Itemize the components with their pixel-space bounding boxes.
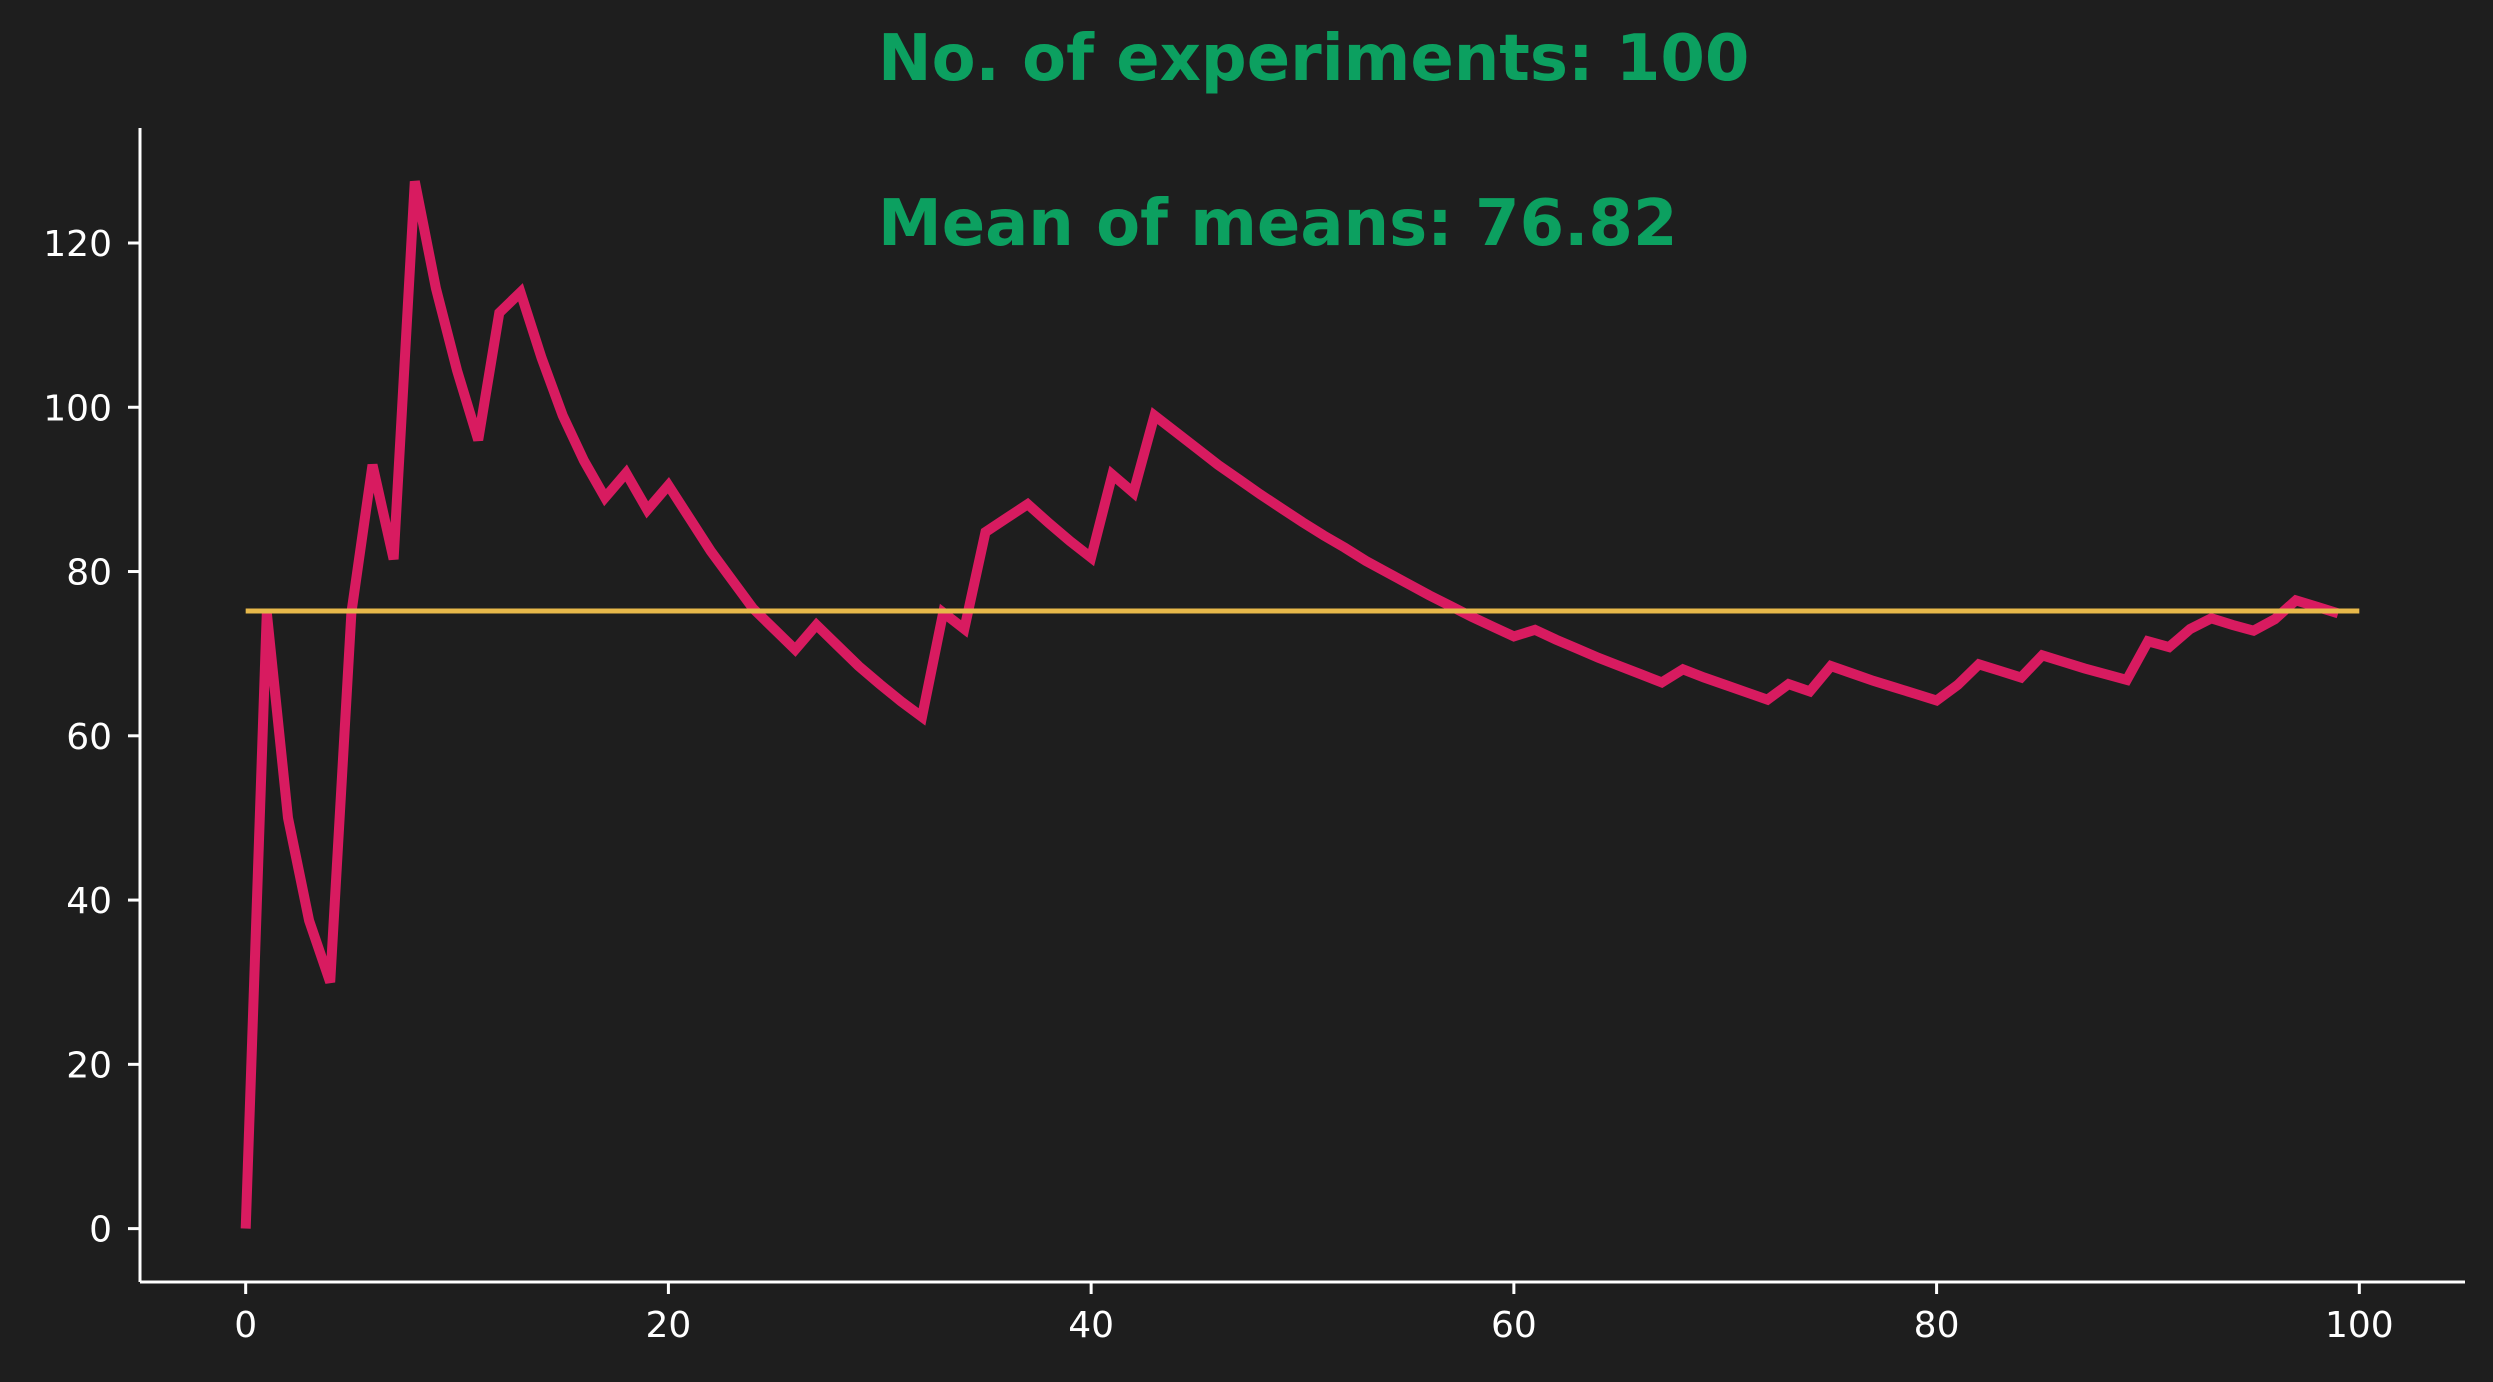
y-tick-label: 60 xyxy=(66,717,112,758)
x-tick-label: 40 xyxy=(1068,1305,1114,1346)
series-group xyxy=(240,180,2360,1229)
x-tick-label: 100 xyxy=(2325,1305,2394,1346)
x-tick-label: 20 xyxy=(646,1305,692,1346)
y-tick-label: 120 xyxy=(43,224,112,265)
x-tick-label: 60 xyxy=(1491,1305,1537,1346)
x-tick-label: 80 xyxy=(1914,1305,1960,1346)
y-tick-label: 40 xyxy=(66,881,112,922)
series-line-running-mean xyxy=(240,180,2340,1229)
axes xyxy=(138,128,2465,1284)
y-tick-label: 20 xyxy=(66,1045,112,1086)
y-tick-label: 0 xyxy=(89,1210,112,1251)
annotation-mean: Mean of means: 76.82 xyxy=(878,187,1677,261)
annotation-experiments: No. of experiments: 100 xyxy=(878,22,1749,96)
ticks: 0 20 40 60 80 100 0 20 40 60 80 100 120 xyxy=(43,224,2393,1346)
y-tick-label: 80 xyxy=(66,553,112,594)
x-tick-label: 0 xyxy=(234,1305,257,1346)
y-tick-label: 100 xyxy=(43,388,112,429)
